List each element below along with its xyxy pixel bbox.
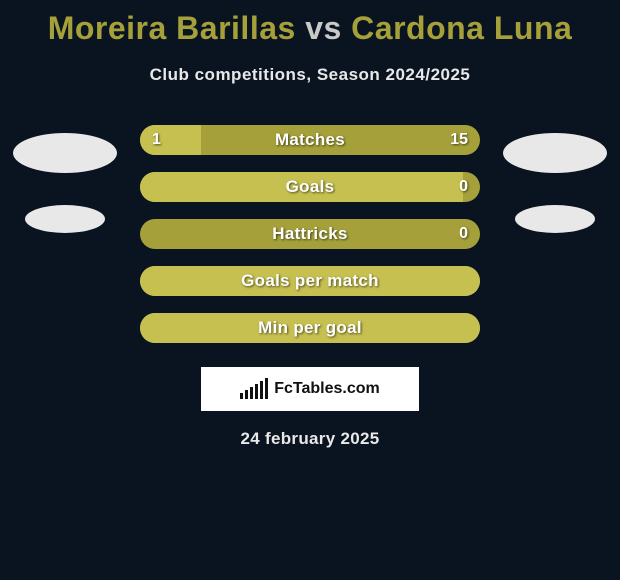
player2-name: Cardona Luna bbox=[351, 10, 572, 46]
logo-bar bbox=[250, 387, 253, 399]
logo-chart-icon bbox=[240, 379, 268, 399]
date: 24 february 2025 bbox=[241, 429, 380, 449]
right-avatar-col bbox=[500, 125, 610, 233]
stat-bar: Hattricks0 bbox=[140, 219, 480, 249]
vs-text: vs bbox=[305, 10, 342, 46]
comparison-card: Moreira Barillas vs Cardona Luna Club co… bbox=[0, 0, 620, 449]
stat-label: Hattricks bbox=[140, 219, 480, 249]
stat-bar: Min per goal bbox=[140, 313, 480, 343]
logo-text: FcTables.com bbox=[274, 380, 380, 398]
stat-label: Min per goal bbox=[140, 313, 480, 343]
title: Moreira Barillas vs Cardona Luna bbox=[48, 10, 573, 47]
logo[interactable]: FcTables.com bbox=[201, 367, 419, 411]
logo-bar bbox=[265, 378, 268, 399]
logo-bar bbox=[260, 381, 263, 399]
stat-bar: 1Matches15 bbox=[140, 125, 480, 155]
logo-bar bbox=[245, 390, 248, 399]
stat-value-right: 0 bbox=[459, 178, 468, 196]
stat-value-right: 0 bbox=[459, 225, 468, 243]
player2-flag bbox=[515, 205, 595, 233]
player1-flag bbox=[25, 205, 105, 233]
stat-bars: 1Matches15Goals0Hattricks0Goals per matc… bbox=[140, 125, 480, 343]
logo-bar bbox=[240, 393, 243, 399]
main-row: 1Matches15Goals0Hattricks0Goals per matc… bbox=[0, 125, 620, 343]
subtitle: Club competitions, Season 2024/2025 bbox=[150, 65, 471, 85]
stat-bar: Goals per match bbox=[140, 266, 480, 296]
left-avatar-col bbox=[10, 125, 120, 233]
stat-label: Goals bbox=[140, 172, 480, 202]
player1-avatar bbox=[13, 133, 117, 173]
player1-name: Moreira Barillas bbox=[48, 10, 296, 46]
player2-avatar bbox=[503, 133, 607, 173]
logo-bar bbox=[255, 384, 258, 399]
stat-bar: Goals0 bbox=[140, 172, 480, 202]
stat-label: Matches bbox=[140, 125, 480, 155]
stat-value-right: 15 bbox=[450, 131, 468, 149]
stat-label: Goals per match bbox=[140, 266, 480, 296]
